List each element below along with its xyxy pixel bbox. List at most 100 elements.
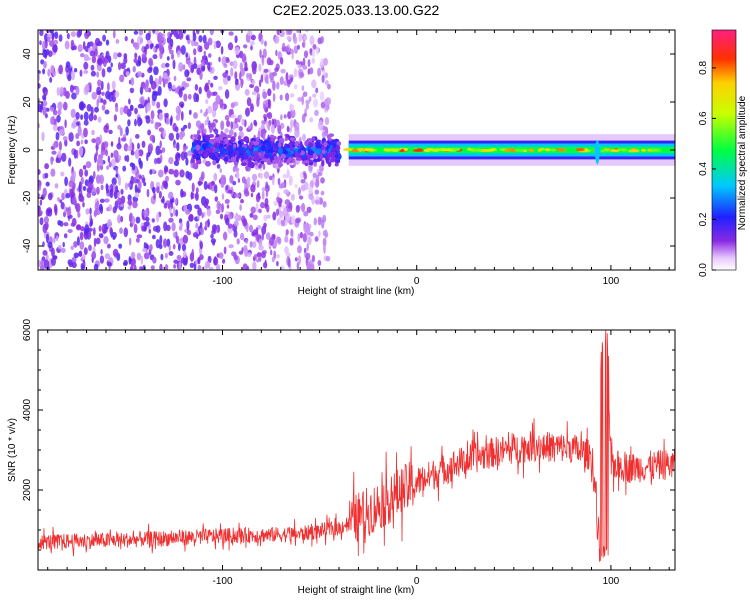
band-point [243,136,250,143]
noise-point [133,223,138,234]
noise-point [256,97,260,108]
band-point [214,135,221,142]
noise-point [168,43,172,52]
noise-point [277,177,281,186]
noise-point [297,97,303,102]
noise-point [80,182,83,190]
noise-point [243,44,248,49]
noise-point [322,201,327,208]
noise-point [99,174,104,185]
noise-point [220,178,225,189]
noise-point [178,87,183,98]
noise-point [47,192,53,201]
noise-point [267,88,272,97]
noise-point [88,244,92,251]
noise-point [170,38,174,48]
noise-point [120,188,124,195]
noise-point [154,121,159,130]
noise-point [175,209,179,217]
noise-point [130,251,136,259]
noise-point [249,212,254,218]
noise-point [115,39,120,44]
noise-point [144,87,150,93]
noise-point [311,254,315,263]
noise-point [113,52,118,60]
noise-point [215,209,221,215]
noise-point [84,31,90,40]
noise-point [96,158,100,166]
noise-point [191,39,195,47]
noise-point [180,45,186,55]
colorbar-tick-label: 0.4 [698,162,709,176]
noise-point [225,217,230,226]
noise-point [196,30,200,35]
noise-point [128,98,131,105]
noise-point [149,134,155,142]
band-point [212,146,216,154]
band-core-point [556,148,565,152]
snr-y-label: SNR (10 * v/v) [7,418,18,482]
band-core-point [609,149,620,153]
band-point [332,143,337,148]
noise-point [249,241,253,248]
noise-point [227,42,234,51]
noise-point [250,192,254,198]
noise-point [180,103,184,109]
noise-point [180,127,185,132]
noise-point [321,131,327,139]
noise-point [264,40,267,47]
noise-point [53,236,56,244]
noise-point [246,97,252,107]
noise-point [213,173,218,181]
noise-point [223,246,227,255]
noise-point [104,109,110,115]
noise-point [294,121,300,131]
spectrogram-panel: -100 0 100 -40 -20 0 20 40 Height of straight l… [7,29,676,297]
noise-point [272,93,276,102]
noise-point [158,75,162,85]
noise-point [52,124,59,132]
noise-point [121,137,127,142]
noise-point [284,233,288,242]
noise-point [105,39,110,46]
noise-point [234,255,238,261]
noise-point [172,59,176,70]
noise-point [306,206,312,213]
band-point [264,153,270,159]
noise-point [64,139,68,147]
noise-point [262,48,267,59]
noise-point [45,254,49,261]
band-core-point [444,148,453,152]
noise-point [58,64,63,75]
noise-point [272,240,278,247]
noise-point [301,85,305,91]
noise-point [314,189,320,195]
noise-point [219,168,223,174]
noise-point [175,114,181,121]
noise-point [38,193,41,198]
noise-point [262,262,268,269]
noise-point [224,89,230,99]
spectrogram-plot [38,30,675,270]
noise-point [114,90,120,98]
noise-point [156,186,160,194]
noise-point [79,231,84,241]
noise-point [131,215,135,226]
noise-point [78,250,83,257]
noise-point [150,265,155,270]
noise-point [270,249,273,256]
noise-point [104,253,111,260]
noise-point [174,126,179,133]
noise-point [60,247,66,253]
noise-point [142,177,146,183]
noise-point [155,145,161,156]
noise-point [84,169,89,177]
noise-point [284,46,289,53]
noise-point [319,91,325,101]
noise-point [201,212,204,219]
band-point [319,153,324,159]
noise-point [77,44,83,52]
noise-point [229,175,234,184]
noise-point [143,181,147,187]
